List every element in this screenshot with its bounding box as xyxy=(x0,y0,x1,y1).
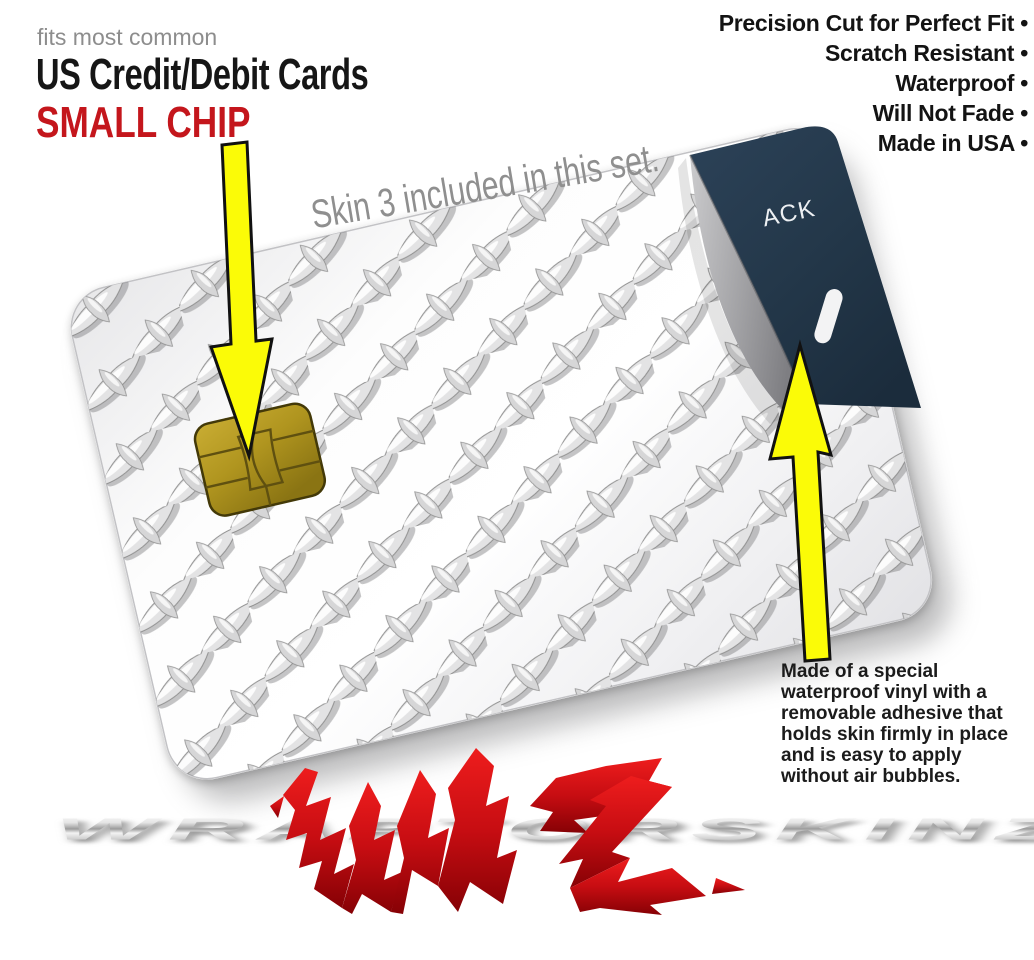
description-line: removable adhesive that xyxy=(781,703,1003,724)
feature-item: Will Not Fade • xyxy=(872,100,1029,126)
description-line: waterproof vinyl with a xyxy=(781,682,987,703)
page-title: US Credit/Debit Cards xyxy=(36,50,369,99)
feature-item: Precision Cut for Perfect Fit • xyxy=(718,10,1029,36)
feature-item: Waterproof • xyxy=(895,70,1028,96)
feature-item: Scratch Resistant • xyxy=(824,40,1028,66)
description-line: Made of a special xyxy=(781,661,939,682)
chip-size-label: SMALL CHIP xyxy=(36,98,251,147)
feature-item: Made in USA • xyxy=(877,130,1029,156)
eyebrow-label: fits most common xyxy=(37,24,218,50)
description-line: and is easy to apply xyxy=(781,745,962,766)
description-line: without air bubbles. xyxy=(781,766,961,787)
description-line: holds skin firmly in place xyxy=(781,724,1009,745)
material-description: Made of a special waterproof vinyl with … xyxy=(781,661,1008,787)
brand-wordmark: WRAPTORSKINZ xyxy=(55,812,1034,847)
feature-list: Precision Cut for Perfect Fit • Scratch … xyxy=(718,8,1029,158)
